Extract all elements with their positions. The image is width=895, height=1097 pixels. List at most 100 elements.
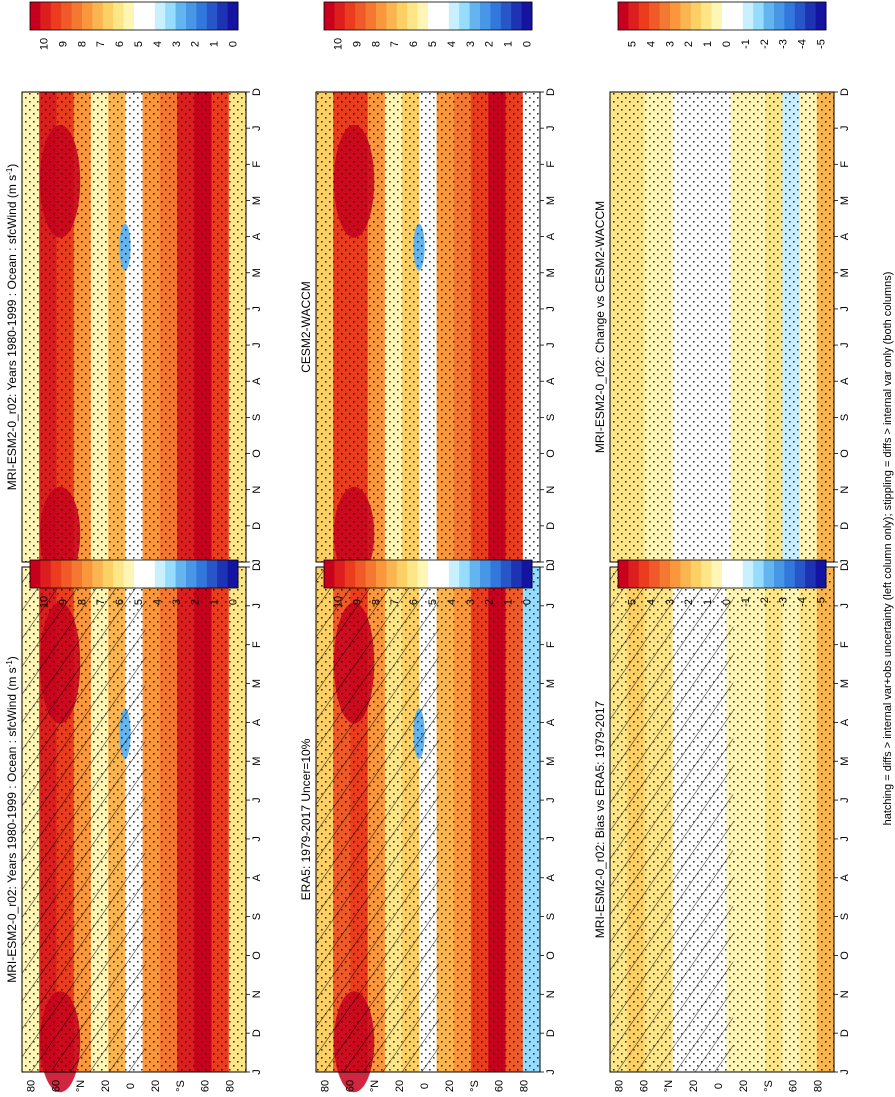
month-tick-label: F <box>839 641 851 648</box>
colorbar-swatch <box>711 560 723 588</box>
colorbar-swatch <box>521 560 533 588</box>
month-tick-label: O <box>251 449 263 458</box>
colorbar-label: 1 <box>702 599 714 605</box>
colorbar-label: 9 <box>351 599 363 605</box>
panel-title: MRI-ESM2-0_r02: Years 1980-1999 : Ocean … <box>5 164 20 491</box>
month-tick-label: S <box>545 913 557 920</box>
month-tick-label: F <box>251 161 263 168</box>
colorbar-swatch <box>742 2 754 30</box>
month-tick-label: N <box>545 990 557 998</box>
colorbar-swatch <box>227 560 239 588</box>
colorbar-swatch <box>134 560 145 588</box>
colorbar-swatch <box>134 2 145 30</box>
colorbar-label: 9 <box>57 599 69 605</box>
lat-tick-label: °S <box>469 1080 481 1092</box>
month-tick-label: O <box>545 449 557 458</box>
colorbar-label: -3 <box>778 597 790 607</box>
colorbar-label: 7 <box>95 599 107 605</box>
panel-title-sup: -1 <box>5 167 14 175</box>
colorbar-frame <box>29 559 239 589</box>
colorbar-swatch <box>670 560 681 588</box>
colorbar-frame <box>323 1 533 31</box>
lat-tick-label: 80 <box>225 1080 237 1092</box>
month-tick-label: J <box>251 836 263 842</box>
colorbar-swatch <box>670 2 681 30</box>
colorbar-swatch <box>407 2 419 30</box>
month-tick-label: J <box>839 1069 851 1075</box>
month-tick-label: S <box>839 913 851 920</box>
panel-title-main: ERA5: 1979-2017 Uncer=10% <box>299 738 313 900</box>
month-tick-label: D <box>839 563 851 571</box>
month-tick-label: J <box>839 306 851 312</box>
colorbar-swatch <box>144 2 156 30</box>
colorbar-swatch <box>659 2 671 30</box>
colorbar-label: 4 <box>446 599 458 605</box>
colorbar-label: 7 <box>389 41 401 47</box>
colorbar-swatch <box>376 560 387 588</box>
colorbar-swatch <box>154 2 166 30</box>
colorbar-swatch <box>701 2 713 30</box>
colorbar-label: 3 <box>465 599 477 605</box>
month-tick-label: J <box>839 342 851 348</box>
lat-tick-label: 80 <box>519 1080 531 1092</box>
colorbar-label: 9 <box>351 41 363 47</box>
colorbar-label: -2 <box>759 597 771 607</box>
colorbar-swatch <box>763 560 775 588</box>
month-tick-label: A <box>839 232 851 240</box>
colorbar-swatch <box>815 560 827 588</box>
month-tick-label: O <box>839 951 851 960</box>
colorbar-swatch <box>774 560 785 588</box>
colorbar-swatch <box>165 2 177 30</box>
colorbar-label: 3 <box>664 41 676 47</box>
lat-tick-label: 20 <box>150 1080 162 1092</box>
month-tick-label: J <box>251 797 263 803</box>
colorbar-label: 8 <box>370 41 382 47</box>
colorbar-swatch <box>186 560 197 588</box>
colorbar-swatch <box>711 2 723 30</box>
month-tick-label: M <box>545 679 557 688</box>
colorbar-swatch <box>722 560 733 588</box>
colorbar-label: 10 <box>333 38 345 50</box>
month-tick-label: O <box>839 449 851 458</box>
colorbar-swatch <box>206 2 218 30</box>
colorbar-swatch <box>659 560 671 588</box>
colorbar-swatch <box>742 560 754 588</box>
colorbar-label: 9 <box>57 41 69 47</box>
colorbar-label: 6 <box>408 599 420 605</box>
colorbar-label: 0 <box>721 41 733 47</box>
month-tick-label: A <box>545 232 557 240</box>
colorbar-swatch <box>805 560 817 588</box>
month-tick-label: O <box>545 951 557 960</box>
lat-tick-label: 0 <box>713 1083 725 1089</box>
colorbar-swatch <box>355 560 367 588</box>
colorbar-swatch <box>30 560 41 588</box>
month-tick-label: N <box>545 486 557 494</box>
colorbar-swatch <box>438 2 450 30</box>
colorbar-swatch <box>196 2 208 30</box>
colorbar-label: -3 <box>778 39 790 49</box>
month-tick-label: S <box>251 913 263 920</box>
month-tick-label: J <box>251 559 263 565</box>
colorbar-swatch <box>628 2 640 30</box>
colorbar-label: 2 <box>484 599 496 605</box>
lat-tick-label: 20 <box>444 1080 456 1092</box>
footnote: hatching = diffs > internal var+obs unce… <box>882 272 894 826</box>
colorbar-swatch <box>753 560 765 588</box>
lat-tick-label: 20 <box>394 1080 406 1092</box>
colorbar-swatch <box>113 560 125 588</box>
colorbar-swatch <box>175 2 187 30</box>
colorbar-swatch <box>175 560 187 588</box>
colorbar-swatch <box>365 2 377 30</box>
colorbar-label: 6 <box>114 41 126 47</box>
month-tick-label: J <box>251 603 263 609</box>
colorbar-swatch <box>784 560 796 588</box>
colorbar-swatch <box>217 2 229 30</box>
stippling <box>316 92 540 562</box>
colorbar-swatch <box>459 560 471 588</box>
stippling <box>22 92 246 562</box>
colorbar-swatch <box>186 2 197 30</box>
lat-tick-label: °S <box>763 1080 775 1092</box>
lat-tick-label: 60 <box>638 1080 650 1092</box>
month-tick-label: J <box>545 797 557 803</box>
